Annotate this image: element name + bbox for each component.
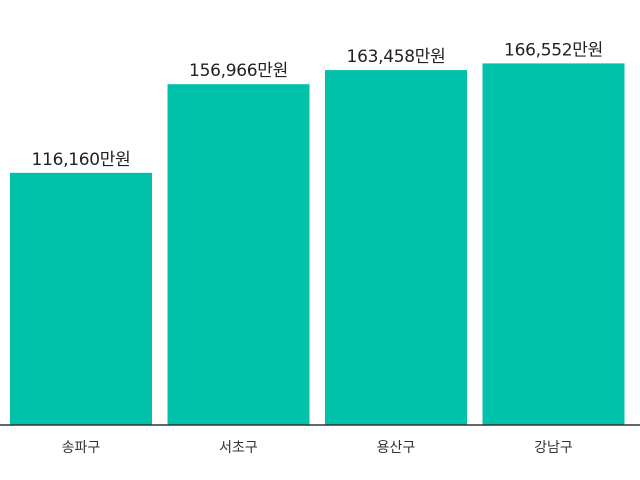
x-tick-labels-group: 송파구 서초구 용산구 강남구 <box>62 440 573 456</box>
x-tick-label-1: 송파구 <box>62 440 101 456</box>
bar-3 <box>325 70 467 425</box>
bar-2 <box>167 84 310 425</box>
data-label-2: 156,966만원 <box>189 61 288 81</box>
x-tick-label-3: 용산구 <box>377 440 416 456</box>
data-label-1: 116,160만원 <box>32 150 131 170</box>
bar-1 <box>10 172 152 425</box>
data-label-3: 163,458만원 <box>347 47 446 67</box>
x-tick-label-2: 서초구 <box>219 440 258 456</box>
bar-4 <box>482 63 625 426</box>
x-tick-label-4: 강남구 <box>534 440 573 456</box>
bars-group <box>10 63 625 426</box>
data-label-4: 166,552만원 <box>504 40 603 60</box>
value-labels-group: 116,160만원 156,966만원 163,458만원 166,552만원 <box>32 40 604 170</box>
